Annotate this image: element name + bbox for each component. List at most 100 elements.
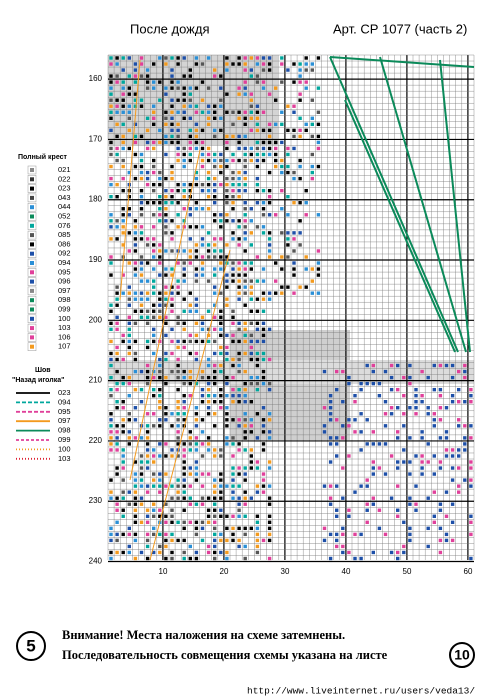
stitch-symbol: [237, 62, 241, 66]
stitch-symbol: [298, 285, 302, 289]
stitch-symbol: [371, 381, 375, 386]
stitch-symbol: [176, 158, 180, 163]
stitch-symbol: [225, 243, 229, 247]
stitch-symbol: [200, 496, 205, 500]
stitch-symbol: [267, 140, 272, 145]
stitch-symbol: [182, 164, 186, 169]
stitch-symbol: [243, 502, 247, 506]
stitch-symbol: [335, 387, 339, 392]
legend-code: 099: [58, 304, 71, 313]
stitch-symbol: [139, 170, 144, 175]
stitch-symbol: [286, 152, 290, 157]
stitch-symbol: [261, 140, 266, 145]
stitch-symbol: [158, 291, 162, 295]
stitch-symbol: [267, 255, 272, 259]
stitch-symbol: [237, 442, 241, 446]
stitch-symbol: [170, 303, 174, 307]
stitch-symbol: [164, 219, 168, 223]
stitch-symbol: [139, 231, 144, 235]
stitch-symbol: [213, 538, 217, 543]
stitch-symbol: [182, 448, 186, 452]
legend-code: 095: [58, 267, 71, 276]
stitch-symbol: [438, 508, 443, 512]
stitch-symbol: [139, 400, 144, 404]
stitch-symbol: [194, 418, 199, 422]
stitch-symbol: [164, 544, 168, 549]
stitch-symbol: [280, 140, 284, 145]
stitch-symbol: [133, 406, 138, 410]
stitch-symbol: [225, 375, 229, 380]
stitch-symbol: [145, 140, 150, 145]
stitch-symbol: [237, 158, 241, 163]
stitch-symbol: [213, 213, 217, 217]
stitch-symbol: [267, 194, 272, 199]
stitch-symbol: [127, 526, 131, 531]
stitch-symbol: [249, 104, 253, 108]
stitch-symbol: [231, 418, 235, 422]
stitch-symbol: [457, 454, 461, 458]
stitch-symbol: [304, 122, 308, 127]
stitch-symbol: [145, 182, 150, 187]
stitch-symbol: [432, 424, 436, 428]
stitch-symbol: [225, 194, 229, 199]
stitch-symbol: [237, 176, 241, 181]
stitch-symbol: [213, 267, 217, 271]
stitch-symbol: [194, 201, 199, 205]
stitch-symbol: [139, 56, 144, 60]
stitch-symbol: [249, 351, 253, 356]
stitch-symbol: [225, 110, 229, 114]
stitch-symbol: [158, 424, 162, 428]
stitch-symbol: [267, 56, 272, 60]
stitch-symbol: [170, 170, 174, 175]
stitch-symbol: [243, 430, 247, 434]
stitch-symbol: [237, 363, 241, 368]
stitch-symbol: [176, 188, 180, 193]
stitch-symbol: [206, 116, 211, 120]
backstitch-line: [129, 149, 201, 481]
stitch-symbol: [127, 128, 131, 133]
stitch-symbol: [280, 158, 284, 163]
stitch-symbol: [444, 363, 449, 368]
article: Арт. СР 1077 (часть 2): [333, 21, 467, 36]
stitch-symbol: [213, 303, 217, 307]
stitch-symbol: [328, 532, 333, 537]
stitch-symbol: [115, 321, 119, 326]
stitch-symbol: [237, 484, 241, 488]
stitch-symbol: [219, 400, 223, 404]
stitch-symbol: [322, 526, 327, 531]
stitch-symbol: [341, 369, 345, 374]
source-url: http://www.liveinternet.ru/users/veda13/: [247, 686, 475, 697]
stitch-symbol: [267, 502, 272, 506]
stitch-symbol: [176, 345, 180, 350]
stitch-symbol: [255, 363, 260, 368]
stitch-symbol: [292, 249, 296, 253]
stitch-symbol: [213, 158, 217, 163]
stitch-symbol: [127, 544, 131, 549]
stitch-symbol: [115, 532, 119, 537]
stitch-symbol: [194, 104, 199, 108]
stitch-symbol: [444, 448, 449, 452]
stitch-symbol: [438, 466, 443, 470]
stitch-symbol: [213, 128, 217, 133]
stitch-symbol: [206, 333, 211, 338]
stitch-symbol: [176, 418, 180, 422]
stitch-symbol: [469, 484, 473, 488]
stitch-symbol: [158, 255, 162, 259]
stitch-symbol: [267, 412, 272, 416]
stitch-symbol: [176, 80, 180, 84]
stitch-symbol: [164, 110, 168, 114]
stitch-symbol: [206, 514, 211, 518]
stitch-symbol: [249, 291, 253, 295]
stitch-symbol: [213, 381, 217, 386]
stitch-symbol: [249, 243, 253, 247]
stitch-symbol: [444, 538, 449, 543]
legend-symbol: [30, 335, 34, 340]
stitch-symbol: [145, 261, 150, 265]
stitch-symbol: [243, 164, 247, 169]
stitch-symbol: [267, 122, 272, 127]
stitch-symbol: [225, 146, 229, 151]
stitch-symbol: [176, 134, 180, 139]
stitch-symbol: [133, 478, 138, 482]
stitch-symbol: [219, 333, 223, 338]
stitch-symbol: [121, 454, 125, 458]
